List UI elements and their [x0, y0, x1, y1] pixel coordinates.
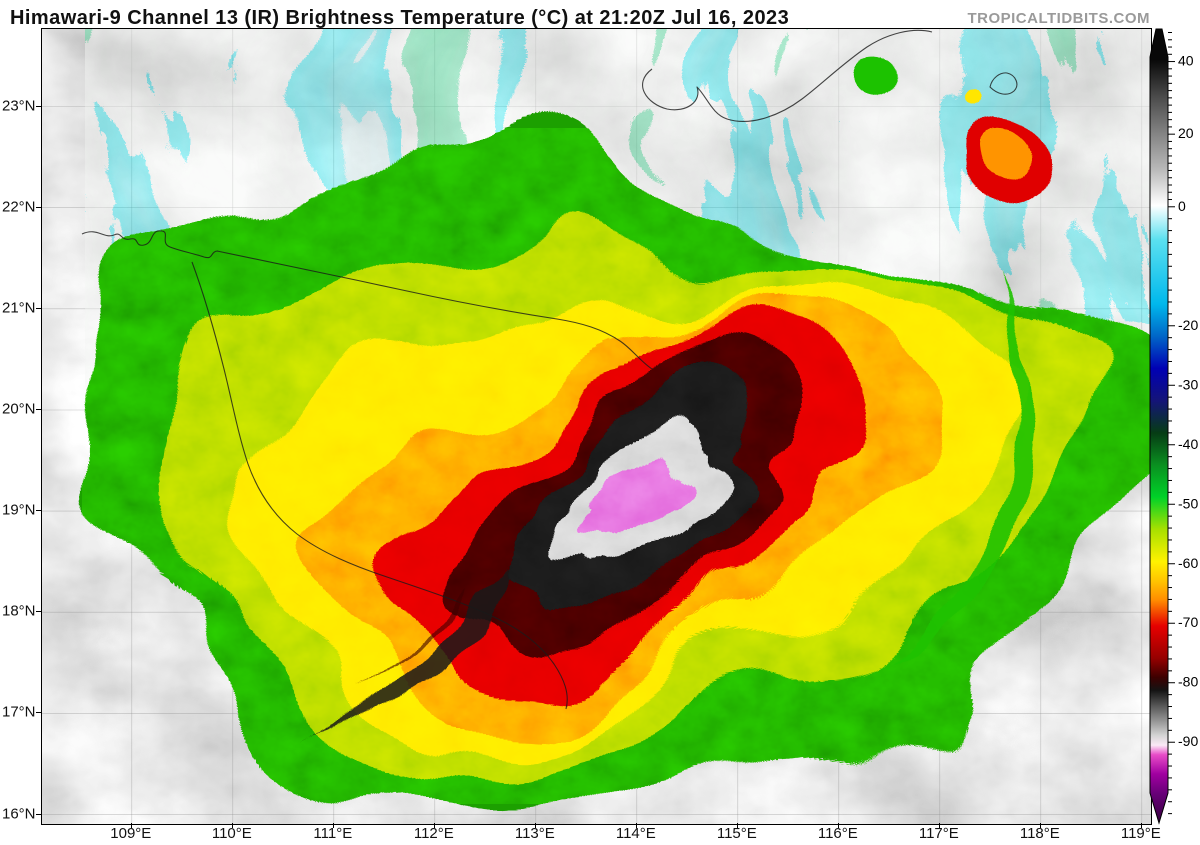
svg-text:-60: -60	[1178, 555, 1198, 571]
svg-text:20: 20	[1178, 125, 1194, 141]
svg-text:-80: -80	[1178, 674, 1198, 690]
svg-text:-50: -50	[1178, 495, 1198, 511]
svg-text:-40: -40	[1178, 436, 1198, 452]
svg-text:0: 0	[1178, 198, 1186, 214]
svg-text:-70: -70	[1178, 614, 1198, 630]
svg-text:-90: -90	[1178, 733, 1198, 749]
svg-text:-30: -30	[1178, 376, 1198, 392]
svg-text:-20: -20	[1178, 317, 1198, 333]
svg-text:40: 40	[1178, 53, 1194, 69]
